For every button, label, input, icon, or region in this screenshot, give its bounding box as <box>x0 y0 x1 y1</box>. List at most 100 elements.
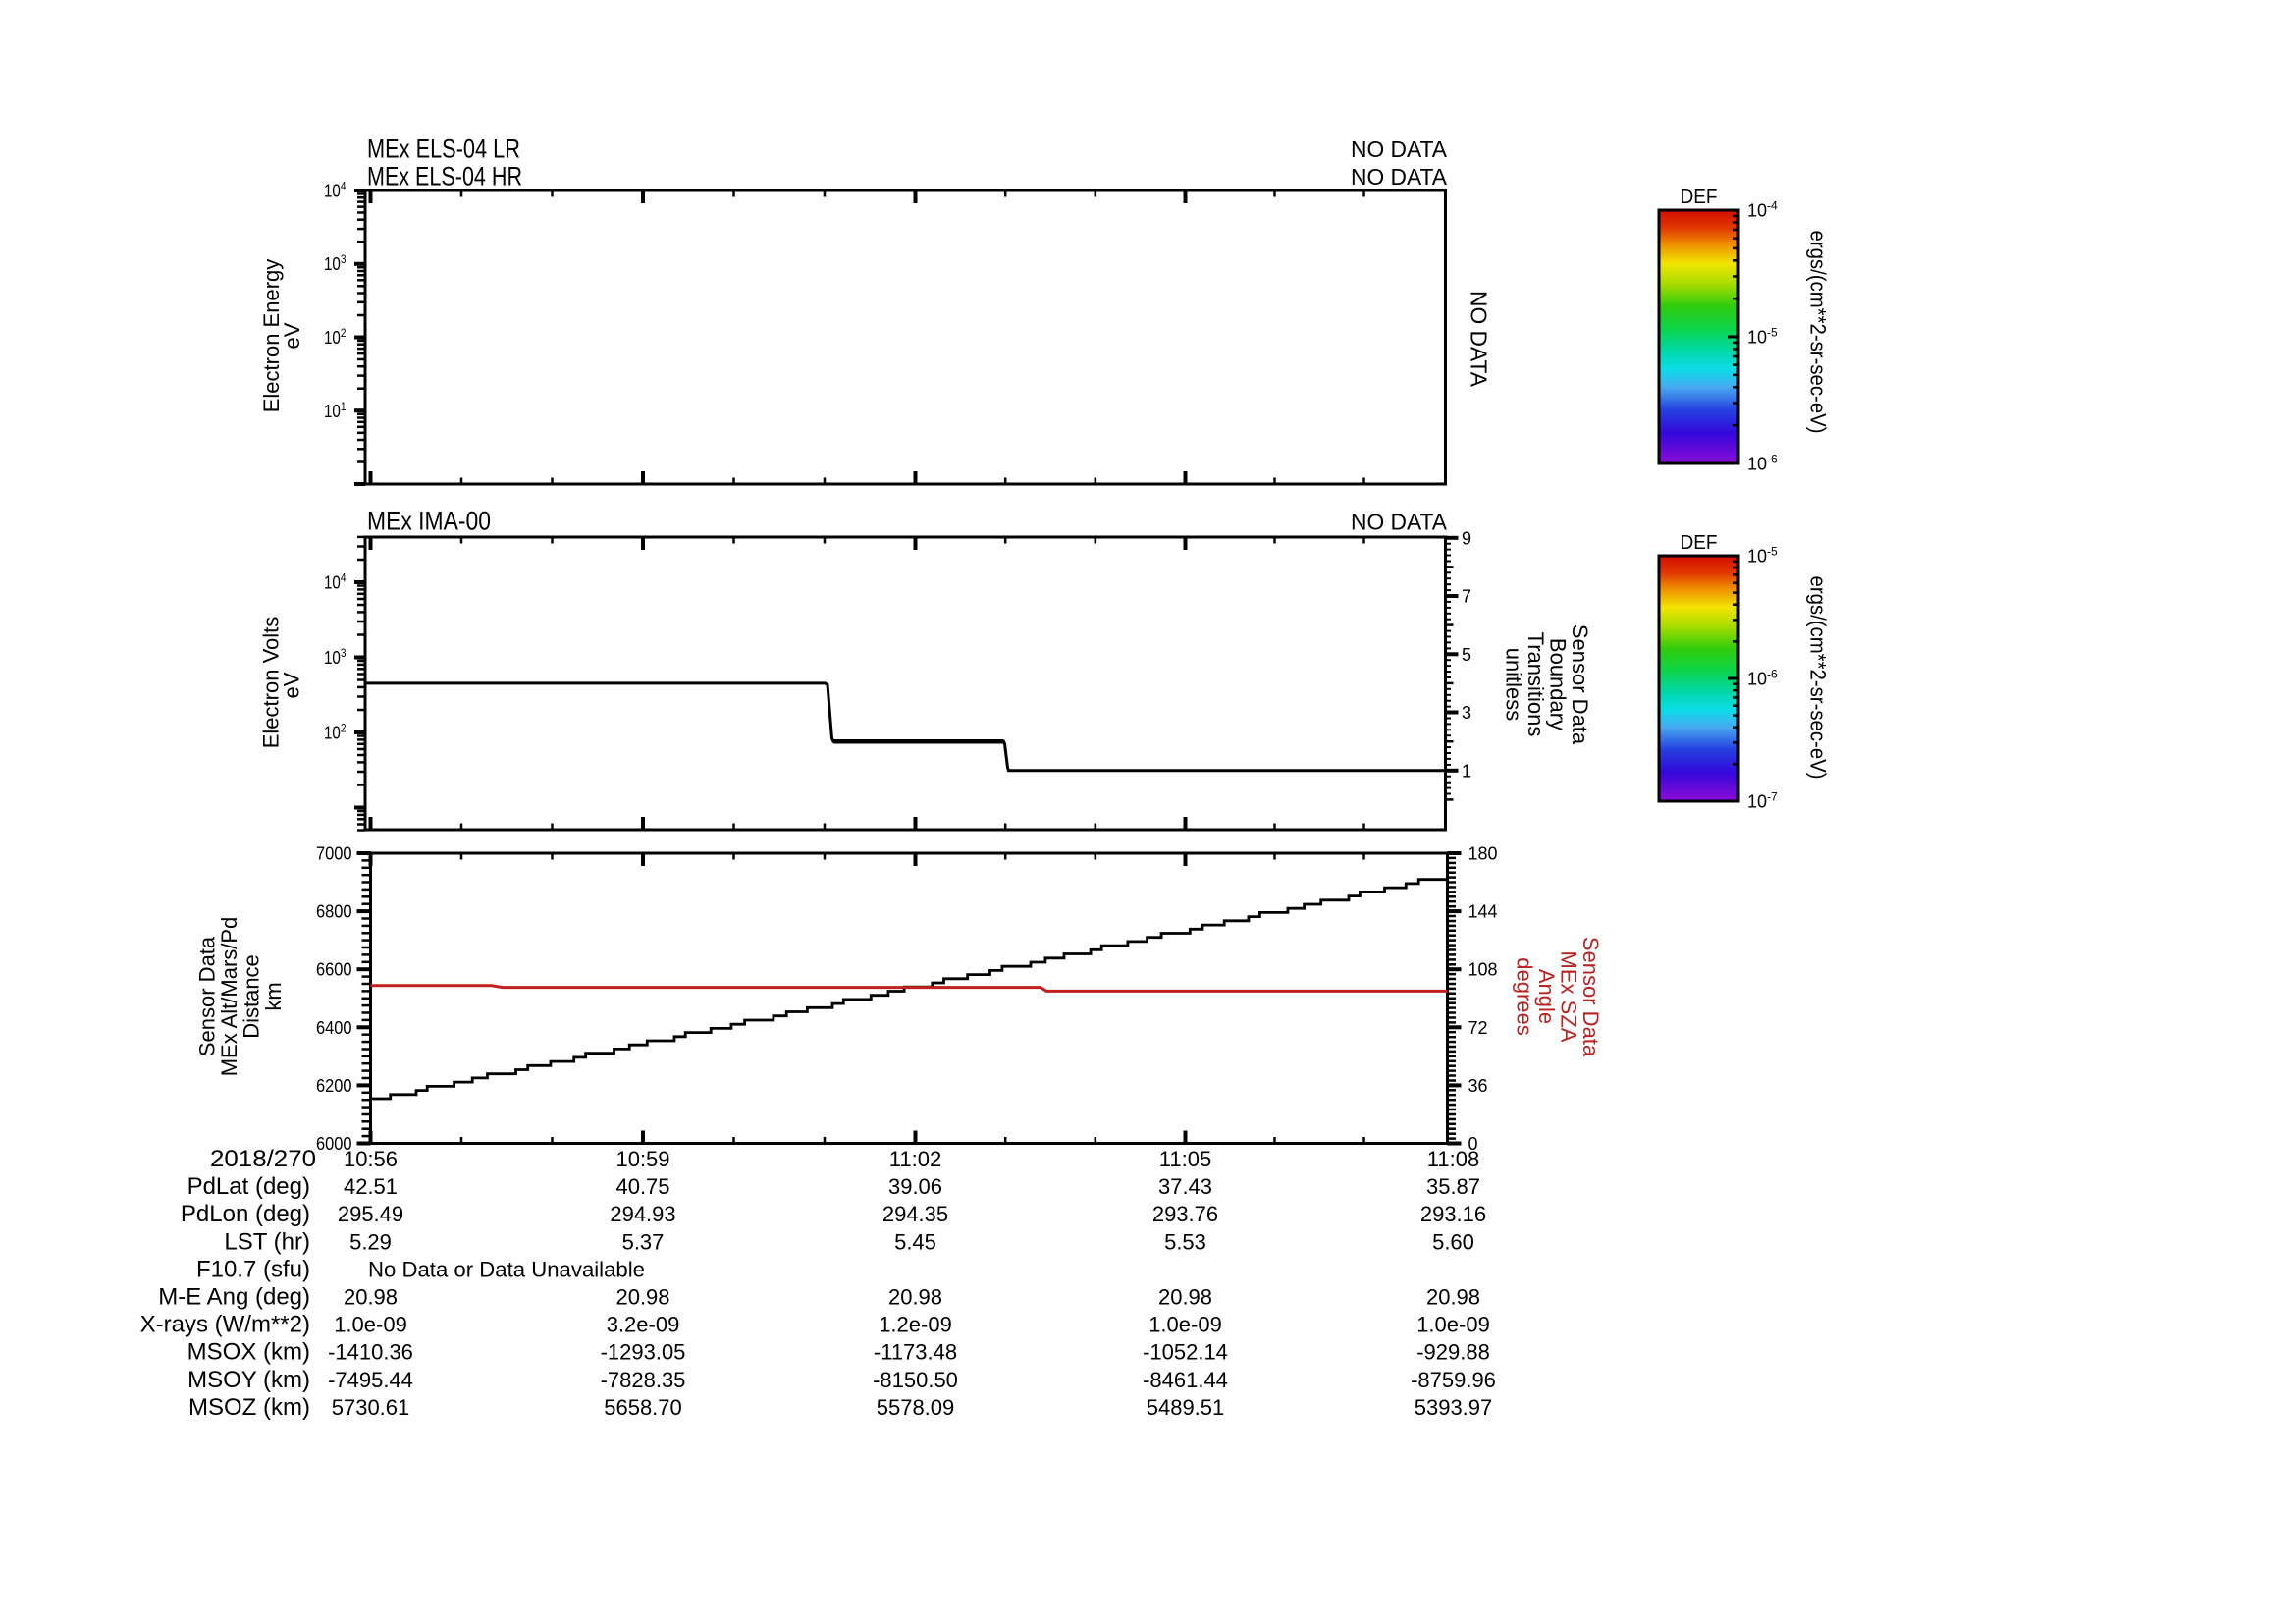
svg-text:NO DATA: NO DATA <box>1351 164 1447 189</box>
svg-text:Boundary: Boundary <box>1546 638 1571 730</box>
svg-text:1.0e-09: 1.0e-09 <box>1416 1313 1490 1337</box>
svg-text:-7828.35: -7828.35 <box>601 1368 686 1392</box>
svg-text:5730.61: 5730.61 <box>332 1395 410 1420</box>
svg-text:1.0e-09: 1.0e-09 <box>334 1313 407 1337</box>
svg-text:No Data or Data Unavailable: No Data or Data Unavailable <box>368 1257 645 1281</box>
svg-text:degrees: degrees <box>1513 957 1537 1036</box>
svg-text:MSOX (km): MSOX (km) <box>187 1339 310 1366</box>
svg-text:5: 5 <box>1462 645 1471 665</box>
svg-text:eV: eV <box>280 322 304 349</box>
svg-text:MEx SZA: MEx SZA <box>1557 951 1581 1043</box>
svg-text:35.87: 35.87 <box>1426 1174 1480 1199</box>
svg-text:20.98: 20.98 <box>344 1285 398 1310</box>
svg-text:-1052.14: -1052.14 <box>1143 1340 1228 1365</box>
svg-text:Transitions: Transitions <box>1523 632 1548 737</box>
svg-text:NO DATA: NO DATA <box>1351 510 1447 535</box>
svg-text:Distance: Distance <box>240 954 264 1039</box>
svg-text:6600: 6600 <box>316 960 352 980</box>
svg-text:Electron Volts: Electron Volts <box>259 617 284 749</box>
svg-text:5578.09: 5578.09 <box>877 1395 955 1420</box>
svg-text:-8150.50: -8150.50 <box>873 1368 958 1392</box>
svg-text:293.76: 293.76 <box>1152 1202 1218 1226</box>
svg-text:MSOY (km): MSOY (km) <box>187 1367 310 1393</box>
svg-text:-929.88: -929.88 <box>1416 1340 1490 1365</box>
svg-text:ergs/(cm**2-sr-sec-eV): ergs/(cm**2-sr-sec-eV) <box>1806 231 1831 434</box>
svg-text:6800: 6800 <box>316 902 352 922</box>
svg-text:20.98: 20.98 <box>888 1285 942 1310</box>
svg-text:5489.51: 5489.51 <box>1147 1395 1225 1420</box>
svg-text:M-E Ang (deg): M-E Ang (deg) <box>158 1284 310 1311</box>
svg-text:108: 108 <box>1468 960 1498 980</box>
svg-text:9: 9 <box>1462 528 1471 548</box>
svg-text:5.29: 5.29 <box>349 1229 392 1254</box>
svg-text:NO DATA: NO DATA <box>1351 136 1447 162</box>
svg-text:293.16: 293.16 <box>1420 1202 1486 1226</box>
svg-text:7000: 7000 <box>316 844 352 864</box>
svg-text:F10.7 (sfu): F10.7 (sfu) <box>196 1256 310 1282</box>
svg-text:144: 144 <box>1468 902 1498 922</box>
svg-text:NO DATA: NO DATA <box>1467 291 1492 387</box>
svg-text:294.35: 294.35 <box>882 1202 948 1226</box>
svg-text:eV: eV <box>280 672 304 698</box>
svg-text:1: 1 <box>1462 761 1471 781</box>
svg-text:7: 7 <box>1462 587 1471 607</box>
svg-text:1.2e-09: 1.2e-09 <box>879 1313 952 1337</box>
svg-text:-8461.44: -8461.44 <box>1143 1368 1228 1392</box>
svg-text:Angle: Angle <box>1534 969 1559 1024</box>
svg-text:11:05: 11:05 <box>1159 1147 1211 1171</box>
svg-text:37.43: 37.43 <box>1158 1174 1212 1199</box>
svg-text:295.49: 295.49 <box>338 1202 403 1226</box>
svg-text:5.37: 5.37 <box>622 1229 665 1254</box>
svg-text:X-rays (W/m**2): X-rays (W/m**2) <box>140 1312 310 1338</box>
svg-text:36: 36 <box>1468 1076 1488 1096</box>
svg-text:20.98: 20.98 <box>1426 1285 1480 1310</box>
svg-text:5393.97: 5393.97 <box>1415 1395 1493 1420</box>
svg-text:3: 3 <box>1462 703 1471 723</box>
svg-text:6000: 6000 <box>316 1134 352 1154</box>
svg-text:6400: 6400 <box>316 1018 352 1038</box>
svg-text:PdLat (deg): PdLat (deg) <box>187 1173 310 1200</box>
svg-text:5.53: 5.53 <box>1164 1229 1206 1254</box>
svg-text:-8759.96: -8759.96 <box>1411 1368 1496 1392</box>
svg-text:Electron Energy: Electron Energy <box>259 259 284 413</box>
svg-text:-1293.05: -1293.05 <box>601 1340 686 1365</box>
svg-text:-7495.44: -7495.44 <box>328 1368 413 1392</box>
svg-text:unitless: unitless <box>1502 648 1526 722</box>
svg-text:Sensor Data: Sensor Data <box>1578 937 1603 1057</box>
svg-text:20.98: 20.98 <box>1158 1285 1212 1310</box>
svg-text:ergs/(cm**2-sr-sec-eV): ergs/(cm**2-sr-sec-eV) <box>1806 576 1831 780</box>
svg-text:-1410.36: -1410.36 <box>328 1340 413 1365</box>
svg-text:-1173.48: -1173.48 <box>874 1340 957 1365</box>
svg-text:3.2e-09: 3.2e-09 <box>607 1313 680 1337</box>
svg-text:Sensor Data: Sensor Data <box>1568 624 1592 745</box>
svg-text:PdLon (deg): PdLon (deg) <box>181 1201 310 1227</box>
svg-text:2018/270: 2018/270 <box>210 1146 316 1172</box>
svg-text:20.98: 20.98 <box>615 1285 669 1310</box>
svg-text:DEF: DEF <box>1681 187 1718 208</box>
svg-text:294.93: 294.93 <box>610 1202 675 1226</box>
svg-text:40.75: 40.75 <box>615 1174 669 1199</box>
svg-text:42.51: 42.51 <box>344 1174 398 1199</box>
svg-text:72: 72 <box>1468 1018 1488 1038</box>
svg-text:10:56: 10:56 <box>344 1147 398 1171</box>
svg-text:MEx ELS-04 HR: MEx ELS-04 HR <box>367 162 522 191</box>
svg-text:11:02: 11:02 <box>889 1147 941 1171</box>
svg-text:DEF: DEF <box>1681 532 1718 554</box>
svg-text:6200: 6200 <box>316 1076 352 1096</box>
svg-text:MEx IMA-00: MEx IMA-00 <box>367 507 491 536</box>
svg-text:MSOZ (km): MSOZ (km) <box>188 1394 310 1421</box>
svg-text:MEx ELS-04 LR: MEx ELS-04 LR <box>367 135 520 164</box>
svg-text:km: km <box>261 982 286 1010</box>
svg-text:10:59: 10:59 <box>615 1147 669 1171</box>
svg-text:180: 180 <box>1468 844 1498 864</box>
svg-text:39.06: 39.06 <box>888 1174 942 1199</box>
svg-text:5658.70: 5658.70 <box>604 1395 682 1420</box>
svg-text:LST (hr): LST (hr) <box>224 1228 310 1255</box>
svg-text:5.45: 5.45 <box>894 1229 936 1254</box>
svg-text:Sensor Data: Sensor Data <box>195 936 220 1056</box>
svg-text:5.60: 5.60 <box>1432 1229 1474 1254</box>
svg-text:11:08: 11:08 <box>1427 1147 1479 1171</box>
svg-text:MEx Alt/Mars/Pd: MEx Alt/Mars/Pd <box>217 917 241 1077</box>
svg-text:1.0e-09: 1.0e-09 <box>1148 1313 1222 1337</box>
svg-text:0: 0 <box>1468 1134 1478 1154</box>
